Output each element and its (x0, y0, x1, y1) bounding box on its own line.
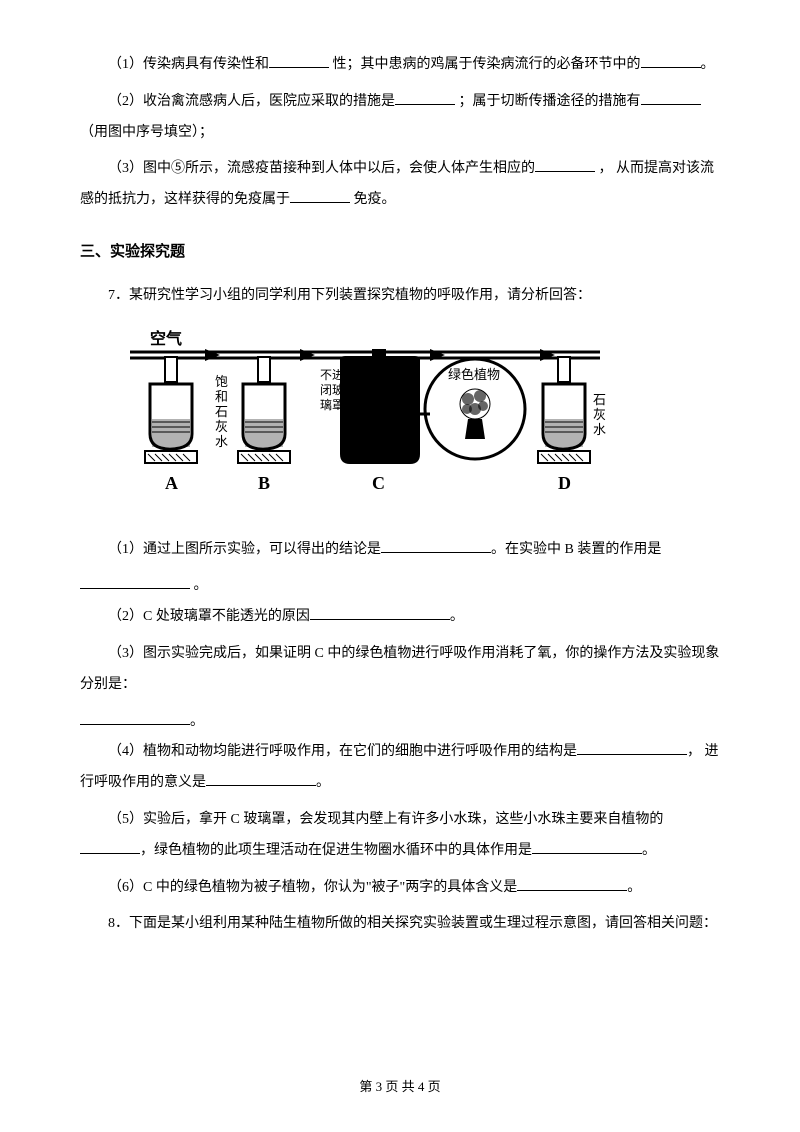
q6-p2-a: （2）收治禽流感病人后，医院应采取的措施是 (108, 94, 395, 109)
blank (269, 51, 329, 68)
blank (80, 708, 190, 725)
blank (80, 837, 140, 854)
q6-p3: （3）图中⑤所示，流感疫苗接种到人体中以后，会使人体产生相应的 ， 从而提高对该… (80, 154, 720, 216)
blank (80, 573, 190, 590)
q6-p1-a: （1）传染病具有传染性和 (108, 57, 269, 72)
q7-p5-c: 。 (642, 843, 656, 858)
q7-p4-c: 。 (316, 775, 330, 790)
flask-label-a: A (165, 473, 178, 493)
q7-p1-b: 。在实验中 B 装置的作用是 (491, 542, 661, 557)
q7-p3-tail: 。 (80, 707, 720, 738)
experiment-diagram: 空气 A (120, 324, 680, 517)
flask-label-b: B (258, 473, 270, 493)
flask-a: A (145, 357, 197, 493)
q6-p2-b: ；属于切断传播途径的措施有 (455, 94, 641, 109)
flask-label-c: C (372, 473, 385, 493)
q7-p5-a: （5）实验后，拿开 C 玻璃罩，会发现其内壁上有许多小水珠，这些小水珠主要来自植… (108, 812, 663, 827)
svg-text:闭玻: 闭玻 (320, 383, 344, 397)
air-label: 空气 (150, 329, 182, 348)
blank (310, 603, 450, 620)
q7-p1-c: 。 (190, 578, 208, 593)
blank (532, 837, 642, 854)
q7-intro: 7．某研究性学习小组的同学利用下列装置探究植物的呼吸作用，请分析回答： (80, 281, 720, 312)
q7-p2-b: 。 (450, 609, 464, 624)
svg-text:灰: 灰 (215, 419, 228, 434)
q7-p4-a: （4）植物和动物均能进行呼吸作用，在它们的细胞中进行呼吸作用的结构是 (108, 744, 577, 759)
q7-p1: （1）通过上图所示实验，可以得出的结论是 。在实验中 B 装置的作用是 (80, 535, 720, 566)
svg-text:璃罩: 璃罩 (320, 398, 344, 412)
blank (517, 874, 627, 891)
q7-p5-b: ，绿色植物的此项生理活动在促进生物圈水循环中的具体作用是 (140, 843, 532, 858)
q7-p6-a: （6）C 中的绿色植物为被子植物，你认为"被子"两字的具体含义是 (108, 880, 517, 895)
svg-text:饱: 饱 (215, 374, 228, 389)
blank (641, 51, 701, 68)
q6-p2: （2）收治禽流感病人后，医院应采取的措施是 ；属于切断传播途径的措施有 （用图中… (80, 87, 720, 149)
q6-p1-b: 性；其中患病的鸡属于传染病流行的必备环节中的 (329, 57, 641, 72)
blank (206, 769, 316, 786)
q6-p3-a: （3）图中⑤所示，流感疫苗接种到人体中以后，会使人体产生相应的 (108, 161, 535, 176)
q6-p3-c: 免疫。 (350, 192, 396, 207)
q7-p6-b: 。 (627, 880, 641, 895)
svg-text:石: 石 (215, 404, 228, 419)
q6-p1: （1）传染病具有传染性和 性；其中患病的鸡属于传染病流行的必备环节中的 。 (80, 50, 720, 81)
q7-p6: （6）C 中的绿色植物为被子植物，你认为"被子"两字的具体含义是 。 (80, 873, 720, 904)
blank (395, 88, 455, 105)
blank (290, 186, 350, 203)
label-c1: 不进光密 (320, 367, 368, 382)
q7-p4: （4）植物和动物均能进行呼吸作用，在它们的细胞中进行呼吸作用的结构是， 进行呼吸… (80, 737, 720, 799)
blank (381, 536, 491, 553)
q7-p3-b: 。 (190, 714, 204, 729)
q7-p3: （3）图示实验完成后，如果证明 C 中的绿色植物进行呼吸作用消耗了氧，你的操作方… (80, 639, 720, 701)
diagram-svg: 空气 A (120, 324, 620, 504)
flask-d: 石 灰 水 D (538, 357, 606, 493)
blank (535, 156, 595, 173)
q7-p1-tail: 。 (80, 571, 720, 602)
blank (577, 739, 687, 756)
q8-intro: 8．下面是某小组利用某种陆生植物所做的相关探究实验装置或生理过程示意图，请回答相… (80, 909, 720, 940)
q7-p3-a: （3）图示实验完成后，如果证明 C 中的绿色植物进行呼吸作用消耗了氧，你的操作方… (80, 646, 719, 692)
flask-b: 饱 和 石 灰 水 B (215, 357, 290, 493)
blank (641, 88, 701, 105)
label-d2: 灰 (593, 407, 606, 422)
section-title: 三、实验探究题 (80, 236, 720, 269)
q6-p1-c: 。 (701, 57, 715, 72)
q7-p2-a: （2）C 处玻璃罩不能透光的原因 (108, 609, 310, 624)
label-d1: 石 (593, 392, 606, 407)
q7-p5: （5）实验后，拿开 C 玻璃罩，会发现其内壁上有许多小水珠，这些小水珠主要来自植… (80, 805, 720, 867)
page-footer: 第 3 页 共 4 页 (0, 1073, 800, 1102)
flask-label-d: D (558, 473, 571, 493)
svg-text:和: 和 (215, 389, 228, 404)
plant-label: 绿色植物 (448, 367, 500, 382)
label-d3: 水 (593, 422, 606, 437)
q7-p2: （2）C 处玻璃罩不能透光的原因 。 (80, 602, 720, 633)
q6-p2-c: （用图中序号填空）； (80, 125, 213, 140)
container-c: 不进光密 闭玻 璃罩 C (320, 349, 420, 493)
q7-p1-a: （1）通过上图所示实验，可以得出的结论是 (108, 542, 381, 557)
svg-text:水: 水 (215, 434, 228, 449)
